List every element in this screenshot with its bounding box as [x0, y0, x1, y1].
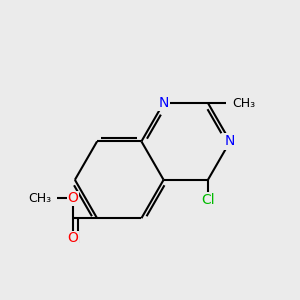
Text: CH₃: CH₃ [28, 192, 51, 205]
Text: N: N [158, 96, 169, 110]
Text: N: N [225, 134, 235, 148]
Text: O: O [67, 191, 78, 205]
Text: CH₃: CH₃ [232, 97, 255, 110]
Text: Cl: Cl [201, 193, 215, 207]
Text: O: O [67, 231, 78, 245]
